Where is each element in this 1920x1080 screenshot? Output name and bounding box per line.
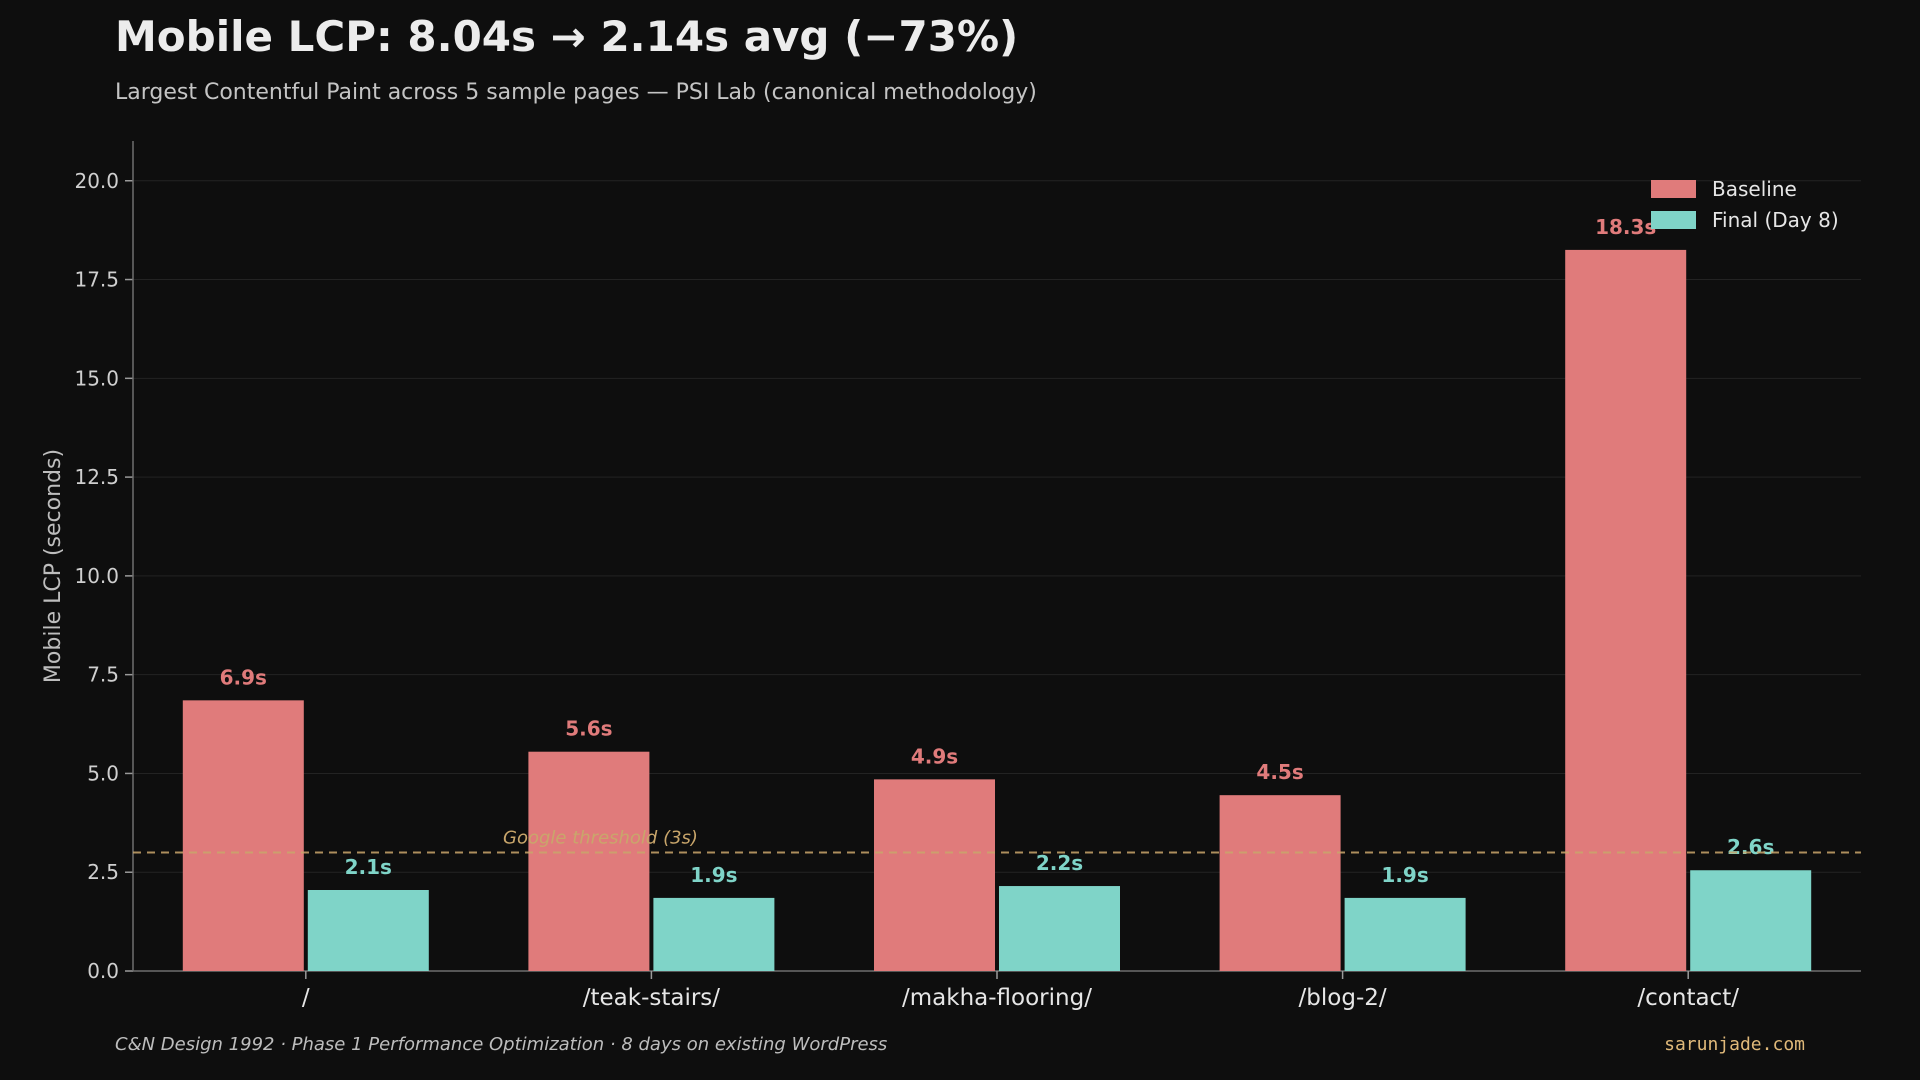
x-category-label: /makha-flooring/ xyxy=(902,985,1092,1011)
baseline-bar xyxy=(182,700,304,971)
y-tick-label: 2.5 xyxy=(87,860,119,884)
final-bar xyxy=(307,890,429,971)
y-tick-label: 12.5 xyxy=(74,465,119,489)
y-tick-label: 15.0 xyxy=(74,366,119,390)
x-category-label: /contact/ xyxy=(1637,985,1739,1011)
legend-label-baseline: Baseline xyxy=(1712,177,1797,201)
x-category-label: /blog-2/ xyxy=(1299,985,1387,1011)
final-bar xyxy=(1690,870,1812,971)
y-tick-label: 17.5 xyxy=(74,268,119,292)
baseline-value-label: 4.5s xyxy=(1256,760,1303,784)
final-value-label: 2.6s xyxy=(1727,835,1774,859)
baseline-value-label: 18.3s xyxy=(1595,215,1656,239)
legend-swatch-final xyxy=(1651,211,1696,229)
x-category-label: / xyxy=(302,985,310,1011)
x-category-label: /teak-stairs/ xyxy=(583,985,721,1011)
chart-subtitle: Largest Contentful Paint across 5 sample… xyxy=(115,80,1037,105)
baseline-bar xyxy=(874,779,995,971)
baseline-bar xyxy=(528,751,650,971)
chart-title: Mobile LCP: 8.04s → 2.14s avg (−73%) xyxy=(115,12,1019,61)
legend-swatch-baseline xyxy=(1651,180,1696,198)
final-bar xyxy=(653,897,775,971)
y-tick-label: 10.0 xyxy=(74,564,119,588)
footer-caption: C&N Design 1992 · Phase 1 Performance Op… xyxy=(115,1034,888,1055)
y-tick-label: 20.0 xyxy=(74,169,119,193)
baseline-bar xyxy=(1565,249,1687,971)
baseline-value-label: 4.9s xyxy=(911,744,958,768)
y-tick-label: 5.0 xyxy=(87,761,119,785)
final-value-label: 2.2s xyxy=(1036,851,1083,875)
y-tick-label: 0.0 xyxy=(87,959,119,983)
final-value-label: 1.9s xyxy=(690,863,737,887)
final-value-label: 1.9s xyxy=(1381,863,1428,887)
threshold-label: Google threshold (3s) xyxy=(503,827,698,848)
baseline-value-label: 6.9s xyxy=(220,665,267,689)
legend-label-final: Final (Day 8) xyxy=(1712,208,1839,232)
final-value-label: 2.1s xyxy=(345,855,392,879)
y-tick-label: 7.5 xyxy=(87,663,119,687)
final-bar xyxy=(1344,897,1466,971)
baseline-bar xyxy=(1219,795,1341,971)
lcp-bar-chart: 0.0 2.5 5.0 7.5 10.0 12.5 15.0 17.5 20.0 Mobile L… xyxy=(41,141,1861,1011)
baseline-value-label: 5.6s xyxy=(565,717,612,741)
footer-site-credit: sarunjade.com xyxy=(1664,1034,1805,1055)
final-bar xyxy=(999,886,1120,971)
y-axis-label: Mobile LCP (seconds) xyxy=(41,449,66,683)
